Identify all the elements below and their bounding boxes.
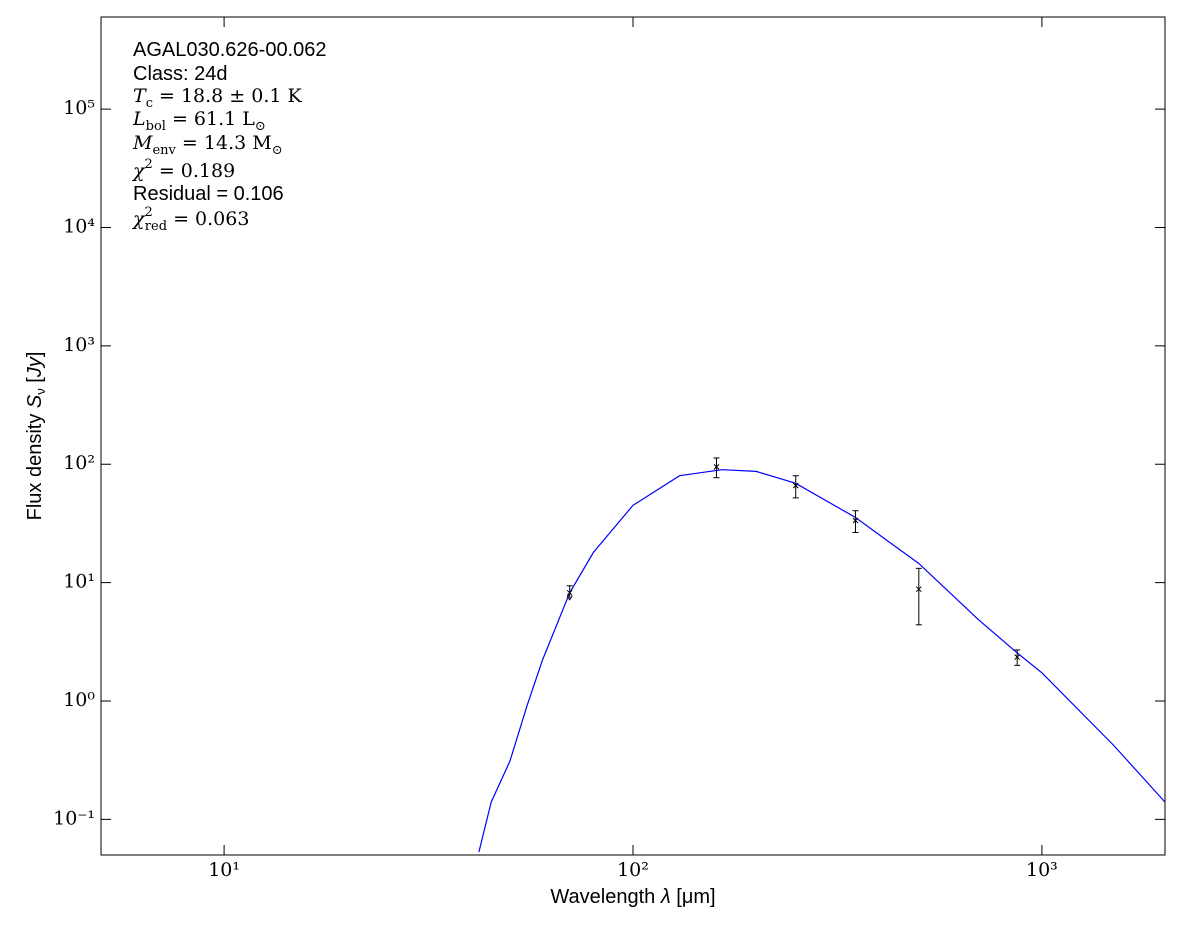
x-tick-label: 10² — [617, 859, 649, 881]
text-part: T — [133, 85, 147, 107]
text-part: bol — [146, 119, 166, 134]
text-part: 2 — [145, 157, 153, 172]
text-part: L — [132, 108, 146, 130]
text-part: c — [146, 96, 153, 111]
y-tick-label: 10⁵ — [63, 97, 95, 119]
text-part: ] — [24, 352, 46, 358]
text-part: Flux density — [24, 408, 46, 520]
y-tick-label: 10³ — [63, 334, 95, 356]
text-part: Class: 24d — [133, 63, 228, 85]
y-tick-label: 10¹ — [63, 571, 95, 593]
text-part: Wavelength — [550, 886, 660, 908]
text-part: [μm] — [671, 886, 716, 908]
text-part: red — [145, 219, 167, 234]
text-part: ⊙ — [255, 119, 266, 134]
text-part: [ — [24, 377, 46, 389]
annotation: Residual = 0.106 — [133, 183, 284, 205]
text-part: M — [132, 132, 153, 154]
x-tick-label: 10¹ — [208, 859, 240, 881]
y-tick-label: 10⁴ — [63, 215, 95, 237]
text-part: = 61.1 L — [166, 108, 255, 130]
text-part: 2 — [145, 205, 153, 220]
data-point — [792, 482, 799, 489]
y-tick-label: 10² — [63, 452, 95, 474]
text-part: ν — [33, 388, 48, 395]
data-point — [852, 517, 859, 524]
text-part: Jy — [24, 356, 46, 378]
text-part: = 18.8 ± 0.1 K — [153, 85, 303, 107]
data-point — [1014, 654, 1021, 660]
text-part: AGAL030.626-00.062 — [133, 39, 327, 61]
data-point — [915, 586, 922, 593]
data-point — [566, 589, 573, 596]
text-part: χ — [131, 208, 146, 230]
text-part: env — [152, 143, 176, 158]
y-tick-label: 10⁻¹ — [53, 807, 95, 829]
text-part: Residual = 0.106 — [133, 183, 284, 205]
x-axis-label: Wavelength λ [μm] — [550, 886, 715, 908]
upper-limit-arrow — [566, 595, 573, 601]
annotation: AGAL030.626-00.062 — [133, 39, 327, 61]
annotation: Class: 24d — [133, 63, 228, 85]
data-point — [713, 464, 720, 470]
text-part: = 0.189 — [153, 160, 235, 182]
text-part: S — [24, 394, 46, 408]
x-tick-label: 10³ — [1026, 859, 1058, 881]
plot-layer: 10¹ 10² 10³ 10⁻¹ 10⁰ 10¹ 10² 10³ 10⁴ 10⁵ Wavelengt… — [24, 17, 1165, 908]
text-part: ⊙ — [272, 143, 283, 158]
text-part: λ — [660, 886, 671, 908]
series-group — [478, 457, 1165, 853]
text-part: = 0.063 — [167, 208, 249, 230]
text-part: = 14.3 M — [176, 132, 272, 154]
annotation: Tc = 18.8 ± 0.1 K — [133, 85, 303, 111]
annotation: Menv = 14.3 M⊙ — [132, 132, 283, 158]
y-axis-label: Flux density Sν [Jy] — [24, 352, 48, 521]
annotation: Lbol = 61.1 L⊙ — [132, 108, 266, 134]
text-part: χ — [131, 160, 146, 182]
annotation: χ2 = 0.189 — [131, 157, 235, 183]
annotation: χ2 red = 0.063 — [131, 205, 249, 234]
y-tick-label: 10⁰ — [63, 689, 95, 711]
